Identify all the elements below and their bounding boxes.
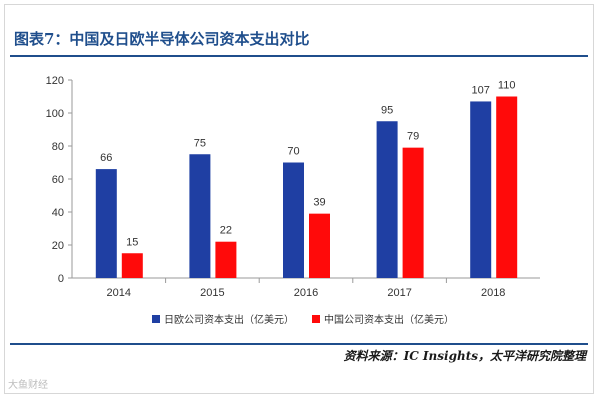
- legend-swatch-jp-eu: [152, 314, 160, 323]
- source-note: 资料来源：IC Insights，太平洋研究院整理: [343, 349, 586, 363]
- data-label: 15: [126, 236, 138, 248]
- legend-item-jp-eu: 日欧公司资本支出（亿美元）: [152, 311, 294, 326]
- data-label: 79: [407, 131, 419, 143]
- x-tick-label: 2017: [387, 287, 411, 299]
- chart-legend: 日欧公司资本支出（亿美元） 中国公司资本支出（亿美元）: [152, 311, 454, 326]
- x-tick-label: 2015: [200, 287, 224, 299]
- data-label: 39: [313, 197, 325, 209]
- bar-2018-series-1: [496, 96, 518, 278]
- bar-2018-series-0: [470, 101, 492, 278]
- bar-2015-series-0: [189, 154, 211, 278]
- legend-item-china: 中国公司资本支出（亿美元）: [312, 311, 454, 326]
- data-label: 107: [472, 84, 490, 96]
- y-tick-label: 20: [52, 240, 64, 252]
- bar-2017-series-0: [376, 121, 398, 278]
- x-tick-label: 2018: [481, 287, 505, 299]
- footer-divider: [10, 343, 588, 345]
- y-tick-label: 60: [52, 174, 64, 186]
- bar-2017-series-1: [402, 147, 424, 278]
- data-label: 110: [498, 80, 516, 92]
- data-label: 66: [100, 152, 112, 164]
- x-tick-label: 2014: [107, 287, 131, 299]
- data-label: 70: [287, 146, 299, 158]
- bar-2015-series-1: [215, 241, 237, 278]
- bar-2014-series-0: [95, 169, 117, 278]
- bar-2014-series-1: [121, 253, 143, 278]
- y-tick-label: 40: [52, 207, 64, 219]
- legend-label-jp-eu: 日欧公司资本支出（亿美元）: [164, 315, 294, 326]
- legend-swatch-china: [312, 314, 320, 323]
- y-tick-label: 80: [52, 141, 64, 153]
- legend-label-china: 中国公司资本支出（亿美元）: [324, 315, 454, 326]
- x-tick-label: 2016: [294, 287, 318, 299]
- title-divider: [10, 55, 588, 57]
- data-label: 75: [194, 137, 206, 149]
- y-tick-label: 120: [46, 75, 64, 87]
- y-tick-label: 0: [58, 273, 64, 285]
- bar-2016-series-0: [283, 162, 304, 278]
- figure-title: 图表7：中国及日欧半导体公司资本支出对比: [14, 30, 310, 48]
- watermark: 大鱼财经: [8, 380, 48, 391]
- y-tick-label: 100: [46, 108, 64, 120]
- data-label: 95: [381, 104, 393, 116]
- bar-2016-series-1: [309, 213, 330, 278]
- data-label: 22: [220, 225, 232, 237]
